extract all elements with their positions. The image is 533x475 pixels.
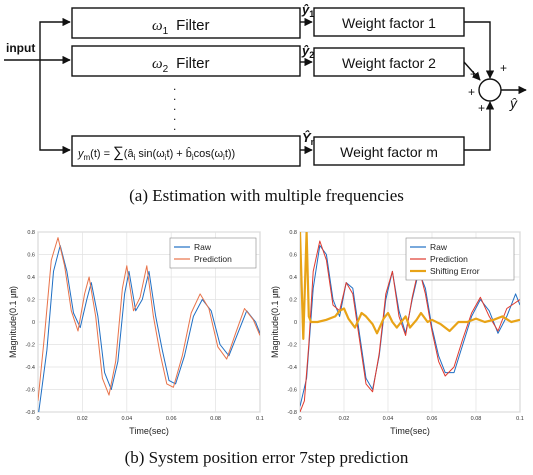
weight-factor-2-label: Weight factor 2 xyxy=(342,55,436,71)
split-path-bottom xyxy=(39,60,71,155)
y-tick-label: -0.2 xyxy=(288,343,297,349)
path-wm-to-sum xyxy=(464,101,495,151)
y-tick-label: 0.2 xyxy=(27,298,35,304)
x-tick-label: 0 xyxy=(298,416,301,422)
x-tick-label: 0.1 xyxy=(256,416,264,422)
ellipsis-dot: . xyxy=(173,119,176,133)
filter-1-label: ω1 Filter xyxy=(152,17,210,37)
legend-label: Prediction xyxy=(194,254,232,264)
x-tick-label: 0.1 xyxy=(516,416,524,422)
weight-factor-m-label: Weight factor m xyxy=(340,144,438,160)
split-path-top xyxy=(39,17,71,60)
plus-sign: + xyxy=(500,61,507,75)
y-tick-label: 0.6 xyxy=(289,253,297,259)
y-tick-label: -0.8 xyxy=(288,410,297,416)
y-tick-label: 0.6 xyxy=(27,253,35,259)
x-tick-label: 0.08 xyxy=(471,416,482,422)
weight-factor-1-label: Weight factor 1 xyxy=(342,15,436,31)
x-axis-label: Time(sec) xyxy=(390,426,430,436)
y-tick-label: 0 xyxy=(294,320,297,326)
ellipsis-dot: . xyxy=(173,79,176,93)
plus-sign: + xyxy=(470,67,477,81)
formula-text: ym(t) = ∑(âi sin(ωit) + b̂icos(ωit)) xyxy=(77,144,235,162)
chart-2: -0.8 -0.6 -0.4 -0.2 0 0.2 0.4 0.6 0.8 0 0.02 0.04 0.… xyxy=(270,230,524,436)
y-tick-label: -0.2 xyxy=(26,343,35,349)
x-tick-label: 0.02 xyxy=(339,416,350,422)
y-tick-label: -0.6 xyxy=(26,388,35,394)
path-w1-to-sum xyxy=(464,21,495,79)
y-tick-label: -0.4 xyxy=(26,365,35,371)
legend-label: Raw xyxy=(430,242,448,252)
filter-2-label: ω2 Filter xyxy=(152,55,210,75)
y2-label: ŷ2 xyxy=(301,43,314,60)
caption-a: (a) Estimation with multiple frequencies xyxy=(129,186,404,205)
filter-2-box xyxy=(71,45,301,77)
x-axis-label: Time(sec) xyxy=(129,426,169,436)
y-tick-label: -0.8 xyxy=(26,410,35,416)
x-tick-label: 0.06 xyxy=(166,416,177,422)
y-tick-label: 0 xyxy=(32,320,35,326)
weight-factor-m-box xyxy=(313,136,465,166)
y-axis-label: Magnitude(0.1 ㎛) xyxy=(8,286,19,358)
y-tick-label: 0.2 xyxy=(289,298,297,304)
chart-1: -0.8 -0.6 -0.4 -0.2 0 0.2 0.4 0.6 0.8 0 0.02 0.04 0.… xyxy=(8,230,264,436)
legend-label: Raw xyxy=(194,242,212,252)
block-diagram: input ω1 Filter ω2 Filter . . . . . ym(t) … xyxy=(4,2,527,167)
filter-1-box xyxy=(71,7,301,39)
ellipsis-dot: . xyxy=(173,109,176,123)
y-tick-label: -0.4 xyxy=(288,365,297,371)
y-tick-label: 0.4 xyxy=(289,275,297,281)
formula-box xyxy=(71,135,301,167)
y1-label: ŷ1 xyxy=(301,2,314,19)
x-tick-label: 0.02 xyxy=(77,416,88,422)
series-shifting-error-line xyxy=(300,232,520,341)
y-tick-label: -0.6 xyxy=(288,388,297,394)
legend-label: Prediction xyxy=(430,254,468,264)
ellipsis-dot: . xyxy=(173,99,176,113)
legend-box xyxy=(169,237,257,269)
ellipsis-dot: . xyxy=(173,89,176,103)
input-label: input xyxy=(6,41,35,55)
y-tick-label: 0.8 xyxy=(27,230,35,236)
path-w2-to-sum xyxy=(463,61,481,81)
x-tick-label: 0.08 xyxy=(210,416,221,422)
x-tick-label: 0.04 xyxy=(383,416,394,422)
plus-sign: + xyxy=(478,101,485,115)
x-tick-label: 0.04 xyxy=(121,416,132,422)
output-label: ŷ xyxy=(509,95,518,111)
caption-b: (b) System position error 7step predicti… xyxy=(124,448,409,467)
plus-sign: + xyxy=(468,85,475,99)
series-raw-line xyxy=(38,245,260,412)
summing-junction xyxy=(478,78,502,102)
y-tick-label: 0.8 xyxy=(289,230,297,236)
y-tick-label: 0.4 xyxy=(27,275,35,281)
legend-label: Shifting Error xyxy=(430,266,480,276)
y-axis-label: Magnitude(0.1 ㎛) xyxy=(270,286,281,358)
x-tick-label: 0.06 xyxy=(427,416,438,422)
series-prediction-line xyxy=(38,237,260,401)
x-tick-label: 0 xyxy=(36,416,39,422)
series-prediction-line xyxy=(300,240,520,412)
charts-area: -0.8 -0.6 -0.4 -0.2 0 0.2 0.4 0.6 0.8 0 0.02 0.04 0.… xyxy=(8,230,524,436)
